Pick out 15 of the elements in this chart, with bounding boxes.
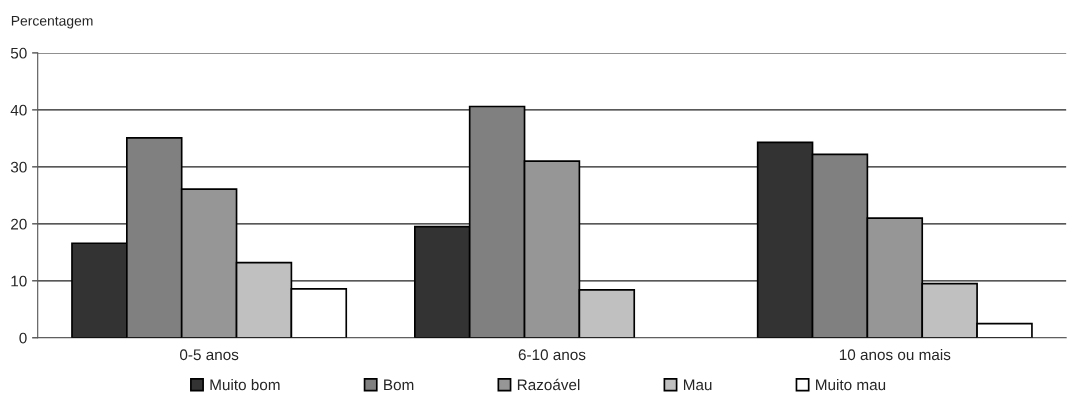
y-tick-label: 30 <box>10 161 27 173</box>
legend-label: Razoável <box>517 378 580 391</box>
y-axis-title: Percentagem <box>11 16 93 29</box>
y-tick-label: 10 <box>11 275 27 287</box>
legend-label: Muito mau <box>816 379 886 391</box>
y-tick-label: 20 <box>11 218 27 230</box>
y-tick-label: 50 <box>10 47 27 59</box>
x-tick-label: 0-5 anos <box>179 349 239 361</box>
x-tick-label: 10 anos ou mais <box>839 348 951 361</box>
legend-label: Muito bom <box>210 379 280 391</box>
y-tick-label: 40 <box>10 104 27 116</box>
legend-label: Mau <box>683 379 712 391</box>
x-tick-label: 6-10 anos <box>518 349 586 361</box>
y-tick-label: 0 <box>19 332 27 344</box>
legend-label: Bom <box>384 379 414 391</box>
